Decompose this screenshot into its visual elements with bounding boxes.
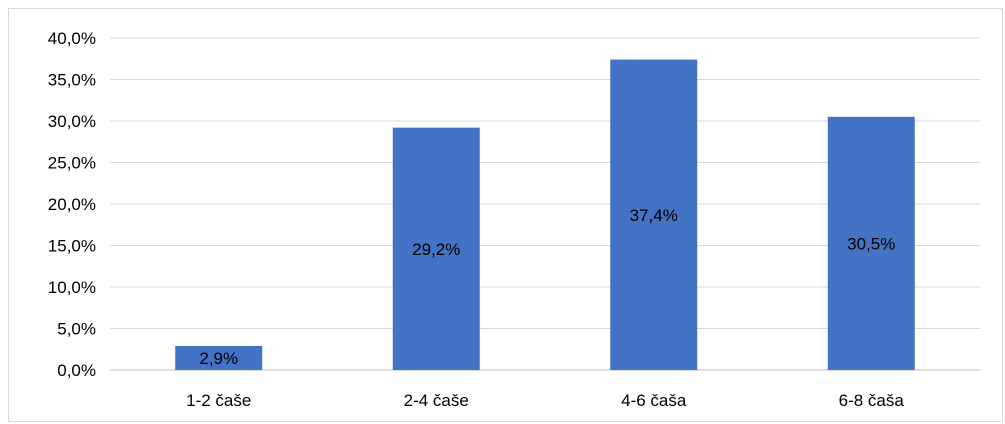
data-label: 2,9%: [199, 349, 238, 368]
x-tick-label: 4-6 čaša: [621, 391, 687, 410]
bar: [392, 127, 480, 370]
x-tick-label: 6-8 čaša: [839, 391, 905, 410]
y-tick-label: 40,0%: [48, 29, 96, 48]
y-tick-label: 25,0%: [48, 154, 96, 173]
x-tick-label: 2-4 čaše: [404, 391, 469, 410]
y-tick-label: 15,0%: [48, 237, 96, 256]
y-tick-label: 20,0%: [48, 195, 96, 214]
y-tick-label: 30,0%: [48, 112, 96, 131]
bar: [175, 345, 263, 370]
data-label: 37,4%: [630, 206, 678, 225]
y-tick-label: 35,0%: [48, 71, 96, 90]
y-tick-label: 5,0%: [57, 320, 96, 339]
data-label: 30,5%: [847, 234, 895, 253]
bar: [827, 116, 915, 370]
y-tick-label: 10,0%: [48, 278, 96, 297]
bar: [610, 59, 698, 370]
y-tick-label: 0,0%: [57, 361, 96, 380]
x-tick-label: 1-2 čaše: [186, 391, 251, 410]
data-label: 29,2%: [412, 240, 460, 259]
